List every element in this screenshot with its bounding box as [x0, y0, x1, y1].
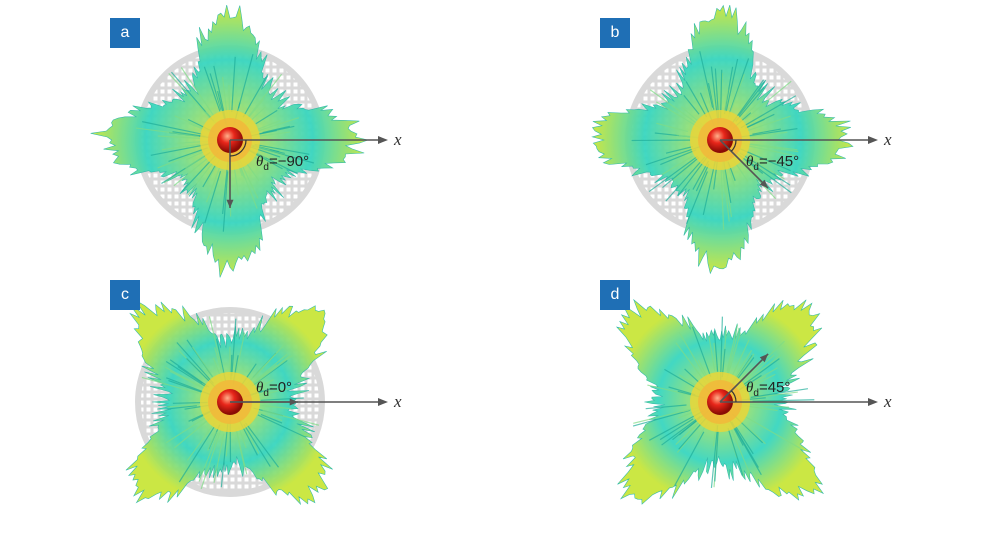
panel-label-a: a	[110, 18, 140, 48]
panel-label-d: d	[600, 280, 630, 310]
pattern-plot-b: xθd=−45°	[600, 18, 960, 288]
x-axis-label: x	[883, 130, 892, 149]
panel-label-b: b	[600, 18, 630, 48]
pattern-plot-d: xθd=45°	[600, 280, 960, 550]
pattern-plot-a: xθd=−90°	[110, 18, 470, 288]
pattern-plot-c: xθd=0°	[110, 280, 470, 550]
x-axis-label: x	[883, 392, 892, 411]
panel-label-c: c	[110, 280, 140, 310]
x-axis-label: x	[393, 392, 402, 411]
x-axis-label: x	[393, 130, 402, 149]
